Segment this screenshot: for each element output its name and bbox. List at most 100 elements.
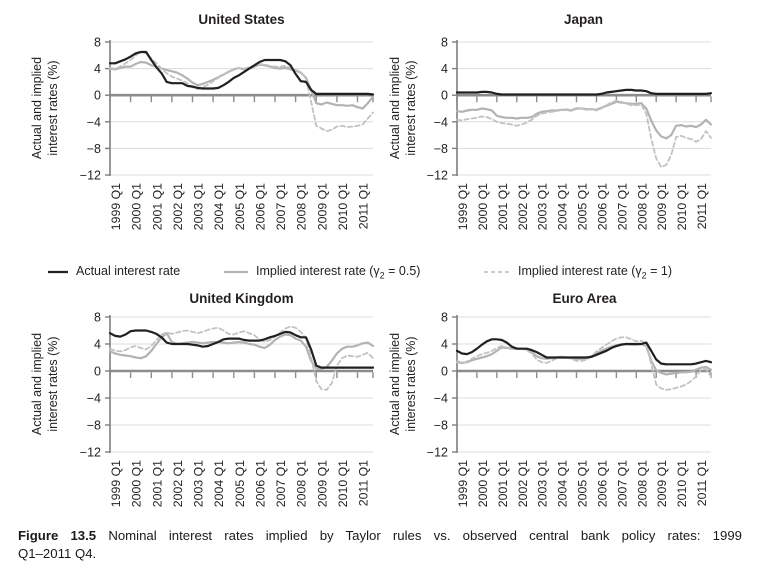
- y-tick-label: 0: [94, 365, 101, 379]
- x-tick-label: 2002 Q1: [516, 460, 530, 507]
- x-tick-label: 2006 Q1: [596, 460, 610, 507]
- chart-panel-japan: 8 4 0 −4 −8 −12 1999 Q1 2000 Q1 2001 Q1 2002 Q1 20…: [427, 36, 713, 230]
- x-tick-label: 2011 Q1: [695, 460, 709, 506]
- chart-panel-euro-area: 8 4 0 −4 −8 −12 1999 Q1 2000 Q1 2001 Q1 2002 Q1 20…: [427, 311, 713, 507]
- x-tick-label: 2000 Q1: [130, 460, 144, 507]
- x-tick-label: 1999 Q1: [109, 183, 123, 230]
- series-line-actual: [455, 88, 713, 96]
- x-tick-label: 2001 Q1: [496, 183, 510, 230]
- figure-caption: Figure 13.5 Nominal interest rates impli…: [18, 527, 742, 562]
- series-line-actual: [455, 338, 713, 366]
- x-tick-label: 2007 Q1: [615, 460, 629, 507]
- series-line-implied_gamma_1: [109, 325, 374, 391]
- x-tick-label: 2000 Q1: [130, 183, 144, 230]
- x-tick-label: 2003 Q1: [192, 183, 206, 230]
- x-tick-label: 2004 Q1: [556, 183, 570, 230]
- x-tick-label: 2002 Q1: [171, 183, 185, 230]
- y-tick-label: −4: [87, 115, 101, 129]
- chart-title-united-states: United States: [198, 12, 285, 27]
- x-tick-label: 2006 Q1: [253, 183, 267, 230]
- figure-caption-text: Nominal interest rates implied by Taylor…: [108, 528, 742, 543]
- x-tick-label: 2000 Q1: [476, 183, 490, 230]
- series-line-implied_gamma_0_5: [455, 100, 713, 140]
- x-tick-label: 2009 Q1: [315, 460, 329, 507]
- y-tick-label: 8: [441, 311, 448, 325]
- y-tick-label: 4: [441, 338, 448, 352]
- y-tick-label: −4: [434, 392, 448, 406]
- x-tick-label: 2008 Q1: [635, 183, 649, 230]
- chart-title-japan: Japan: [563, 12, 604, 27]
- x-tick-label: 2000 Q1: [476, 460, 490, 507]
- x-tick-label: 2010 Q1: [336, 183, 350, 230]
- x-tick-label: 1999 Q1: [109, 460, 123, 507]
- x-tick-label: 2003 Q1: [536, 460, 550, 507]
- series-line-implied_gamma_1: [109, 50, 374, 133]
- x-tick-label: 2005 Q1: [233, 183, 247, 230]
- x-tick-label: 2006 Q1: [596, 183, 610, 230]
- y-tick-label: 0: [441, 365, 448, 379]
- x-tick-label: 2004 Q1: [556, 460, 570, 507]
- legend-marker-solid-gray-icon: [224, 270, 248, 274]
- x-tick-label: 2010 Q1: [336, 460, 350, 507]
- x-tick-label: 2010 Q1: [675, 460, 689, 507]
- legend-label-implied-gamma-0-5: Implied interest rate (γ2 = 0.5): [256, 263, 421, 281]
- chart-panel-united-states: 8 4 0 −4 −8 −12 1999 Q1 2000 Q1 2001 Q1 2002 Q1 20…: [80, 36, 375, 230]
- legend-item-implied-gamma-1: Implied interest rate (γ2 = 1): [483, 262, 672, 282]
- chart-panel-united-kingdom: 8 4 0 −4 −8 −12 1999 Q1 2000 Q1 2001 Q1 2002 Q1 20…: [80, 311, 375, 507]
- chart-title-euro-area: Euro Area: [552, 291, 617, 306]
- figure-caption-number: Figure 13.5: [18, 528, 97, 543]
- y-tick-label: 4: [441, 62, 448, 76]
- legend-item-actual: Actual interest rate: [47, 262, 180, 282]
- legend: Actual interest rate Implied interest ra…: [0, 262, 761, 282]
- x-tick-label: 2005 Q1: [576, 183, 590, 230]
- chart-title-united-kingdom: United Kingdom: [189, 291, 294, 306]
- x-tick-label: 2007 Q1: [274, 460, 288, 507]
- legend-label-implied-gamma-1: Implied interest rate (γ2 = 1): [518, 263, 673, 281]
- y-tick-label: 0: [94, 89, 101, 103]
- x-tick-label: 2004 Q1: [212, 460, 226, 507]
- legend-marker-dashed-gray-icon: [484, 271, 510, 273]
- x-tick-label: 2007 Q1: [274, 183, 288, 230]
- y-tick-label: −4: [87, 392, 101, 406]
- x-tick-label: 2007 Q1: [615, 183, 629, 230]
- series-line-actual: [108, 50, 375, 96]
- y-tick-label: −8: [87, 419, 101, 433]
- x-tick-label: 2001 Q1: [150, 460, 164, 507]
- legend-marker-solid-black-icon: [48, 270, 68, 274]
- x-tick-label: 1999 Q1: [456, 460, 470, 507]
- x-tick-label: 2011 Q1: [357, 460, 371, 506]
- y-tick-label: 4: [94, 338, 101, 352]
- y-tick-label: −12: [427, 169, 448, 183]
- y-tick-label: −8: [434, 419, 448, 433]
- y-tick-label: 8: [441, 36, 448, 50]
- x-tick-label: 2009 Q1: [655, 460, 669, 507]
- x-tick-label: 2009 Q1: [655, 183, 669, 230]
- y-tick-label: 0: [441, 89, 448, 103]
- series-line-actual: [108, 329, 375, 369]
- y-tick-label: 4: [94, 62, 101, 76]
- x-tick-label: 2002 Q1: [516, 183, 530, 230]
- y-tick-label: −8: [434, 142, 448, 156]
- x-tick-label: 2002 Q1: [171, 460, 185, 507]
- y-tick-label: −8: [87, 142, 101, 156]
- x-tick-label: 2009 Q1: [315, 183, 329, 230]
- x-tick-label: 2005 Q1: [233, 460, 247, 507]
- legend-item-implied-gamma-0-5: Implied interest rate (γ2 = 0.5): [223, 262, 420, 282]
- series-line-implied_gamma_0_5: [108, 332, 375, 371]
- x-tick-label: 2001 Q1: [496, 460, 510, 507]
- x-tick-label: 2006 Q1: [253, 460, 267, 507]
- x-tick-label: 2004 Q1: [212, 183, 226, 230]
- series-line-implied_gamma_1: [456, 336, 712, 391]
- series-line-implied_gamma_1: [456, 99, 712, 168]
- x-tick-label: 2008 Q1: [295, 183, 309, 230]
- x-tick-label: 2011 Q1: [357, 183, 371, 229]
- legend-label-actual: Actual interest rate: [76, 263, 181, 278]
- x-tick-label: 2008 Q1: [635, 460, 649, 507]
- y-tick-label: 8: [94, 311, 101, 325]
- x-tick-label: 2003 Q1: [536, 183, 550, 230]
- figure-caption-line2: Q1–2011 Q4.: [18, 545, 97, 561]
- x-tick-label: 1999 Q1: [456, 183, 470, 230]
- x-tick-label: 2010 Q1: [675, 183, 689, 230]
- y-tick-label: −12: [80, 169, 101, 183]
